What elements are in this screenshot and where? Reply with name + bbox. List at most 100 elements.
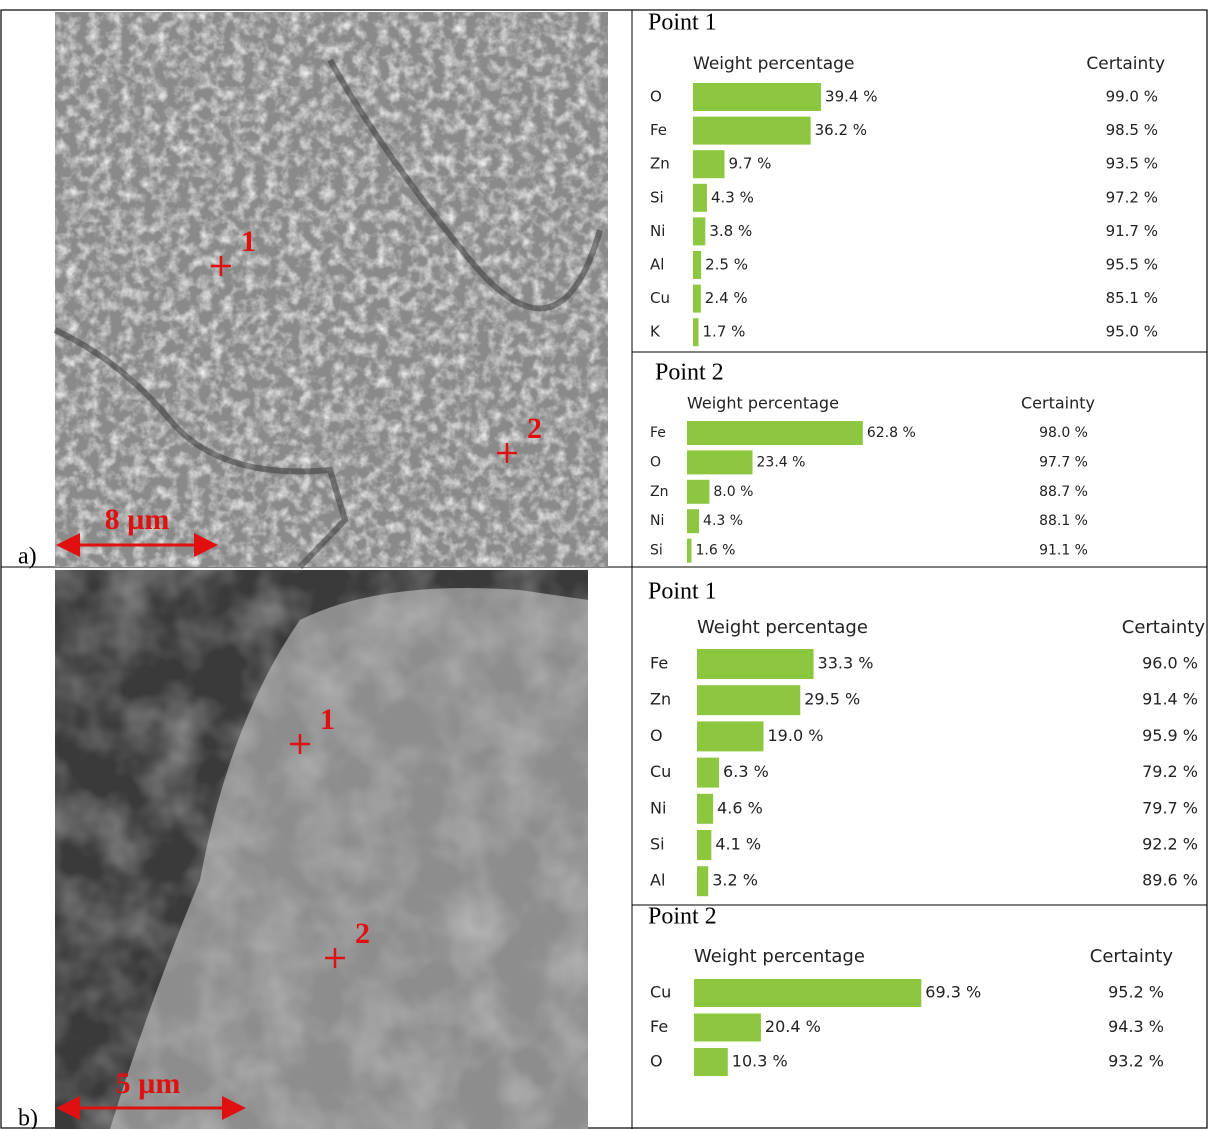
certainty-label: 79.7 % bbox=[1142, 798, 1198, 817]
certainty-label: 91.7 % bbox=[1106, 222, 1158, 240]
certainty-label: 95.9 % bbox=[1142, 726, 1198, 745]
certainty-label: 95.0 % bbox=[1106, 323, 1158, 341]
column-header: Certainty bbox=[1090, 946, 1174, 967]
weight-bar bbox=[693, 150, 725, 178]
table-title: Point 2 bbox=[648, 904, 717, 930]
certainty-label: 98.5 % bbox=[1106, 121, 1158, 139]
weight-bar bbox=[693, 184, 707, 212]
element-label: Zn bbox=[650, 690, 671, 709]
table-title: Point 1 bbox=[648, 579, 717, 605]
element-label: Cu bbox=[650, 983, 671, 1002]
weight-label: 4.6 % bbox=[717, 798, 763, 817]
weight-label: 1.6 % bbox=[695, 543, 735, 559]
weight-bar bbox=[694, 1048, 728, 1076]
column-header: Certainty bbox=[1086, 54, 1165, 74]
element-label: Cu bbox=[650, 289, 670, 307]
figure: a) 8 µm 1 2 Point 1 Weight percentage Certaint… bbox=[0, 0, 1208, 1129]
weight-bar bbox=[693, 117, 811, 145]
sem-image-a bbox=[55, 12, 608, 567]
weight-label: 6.3 % bbox=[723, 762, 769, 781]
weight-label: 1.7 % bbox=[703, 323, 746, 341]
certainty-label: 91.4 % bbox=[1142, 690, 1198, 709]
weight-bar bbox=[693, 251, 701, 279]
point-label: 2 bbox=[355, 917, 370, 950]
weight-bar bbox=[693, 83, 821, 111]
element-label: O bbox=[650, 1052, 663, 1071]
sem-image-b bbox=[55, 570, 588, 1129]
table-title: Point 2 bbox=[655, 360, 724, 386]
weight-label: 33.3 % bbox=[818, 654, 874, 673]
scale-bar-label: 8 µm bbox=[105, 503, 170, 536]
weight-label: 23.4 % bbox=[757, 454, 806, 470]
weight-label: 2.4 % bbox=[705, 289, 748, 307]
weight-label: 3.8 % bbox=[709, 222, 752, 240]
column-header: Weight percentage bbox=[694, 946, 865, 967]
weight-label: 9.7 % bbox=[729, 155, 772, 173]
weight-label: 19.0 % bbox=[768, 726, 824, 745]
weight-label: 62.8 % bbox=[867, 425, 916, 441]
point-label: 1 bbox=[320, 703, 335, 736]
weight-bar bbox=[694, 1014, 761, 1042]
weight-bar bbox=[687, 450, 753, 474]
weight-bar bbox=[694, 979, 921, 1007]
certainty-label: 97.2 % bbox=[1106, 188, 1158, 206]
certainty-label: 85.1 % bbox=[1106, 289, 1158, 307]
weight-bar bbox=[687, 421, 863, 445]
element-label: O bbox=[650, 726, 663, 745]
element-label: K bbox=[650, 323, 661, 341]
column-header: Weight percentage bbox=[697, 617, 868, 638]
weight-label: 39.4 % bbox=[825, 88, 877, 106]
panel-label: a) bbox=[18, 544, 37, 570]
element-label: Al bbox=[650, 871, 665, 890]
scale-bar-label: 5 µm bbox=[116, 1067, 181, 1100]
element-label: Fe bbox=[650, 654, 668, 673]
weight-label: 3.2 % bbox=[712, 871, 758, 890]
element-label: Ni bbox=[650, 513, 664, 529]
weight-bar bbox=[693, 318, 699, 346]
weight-bar bbox=[697, 830, 711, 860]
element-label: Fe bbox=[650, 1017, 668, 1036]
column-header: Weight percentage bbox=[687, 394, 839, 413]
certainty-label: 92.2 % bbox=[1142, 835, 1198, 854]
certainty-label: 88.7 % bbox=[1039, 484, 1088, 500]
column-header: Weight percentage bbox=[693, 54, 854, 74]
element-label: Si bbox=[650, 188, 664, 206]
element-label: O bbox=[650, 88, 662, 106]
weight-label: 4.1 % bbox=[715, 835, 761, 854]
certainty-label: 93.5 % bbox=[1106, 155, 1158, 173]
weight-bar bbox=[693, 285, 701, 313]
element-label: Fe bbox=[650, 121, 667, 139]
weight-bar bbox=[693, 217, 705, 245]
certainty-label: 91.1 % bbox=[1039, 543, 1088, 559]
weight-bar bbox=[697, 721, 764, 751]
weight-label: 8.0 % bbox=[713, 484, 753, 500]
weight-label: 36.2 % bbox=[815, 121, 867, 139]
table-title: Point 1 bbox=[648, 10, 717, 36]
element-label: O bbox=[650, 454, 661, 470]
weight-bar bbox=[697, 649, 814, 679]
element-label: Si bbox=[650, 543, 663, 559]
weight-label: 10.3 % bbox=[732, 1052, 788, 1071]
certainty-label: 98.0 % bbox=[1039, 425, 1088, 441]
certainty-label: 88.1 % bbox=[1039, 513, 1088, 529]
certainty-label: 96.0 % bbox=[1142, 654, 1198, 673]
element-label: Ni bbox=[650, 222, 665, 240]
certainty-label: 97.7 % bbox=[1039, 454, 1088, 470]
element-label: Zn bbox=[650, 484, 668, 500]
certainty-label: 94.3 % bbox=[1108, 1017, 1164, 1036]
weight-label: 4.3 % bbox=[703, 513, 743, 529]
element-label: Fe bbox=[650, 425, 666, 441]
element-label: Ni bbox=[650, 798, 666, 817]
certainty-label: 93.2 % bbox=[1108, 1052, 1164, 1071]
weight-bar bbox=[697, 866, 708, 896]
weight-label: 29.5 % bbox=[804, 690, 860, 709]
element-label: Si bbox=[650, 835, 665, 854]
weight-label: 2.5 % bbox=[705, 256, 748, 274]
point-label: 2 bbox=[527, 412, 542, 445]
weight-bar bbox=[687, 480, 709, 504]
weight-bar bbox=[697, 794, 713, 824]
certainty-label: 79.2 % bbox=[1142, 762, 1198, 781]
weight-bar bbox=[687, 509, 699, 533]
weight-bar bbox=[697, 685, 800, 715]
weight-label: 20.4 % bbox=[765, 1017, 821, 1036]
